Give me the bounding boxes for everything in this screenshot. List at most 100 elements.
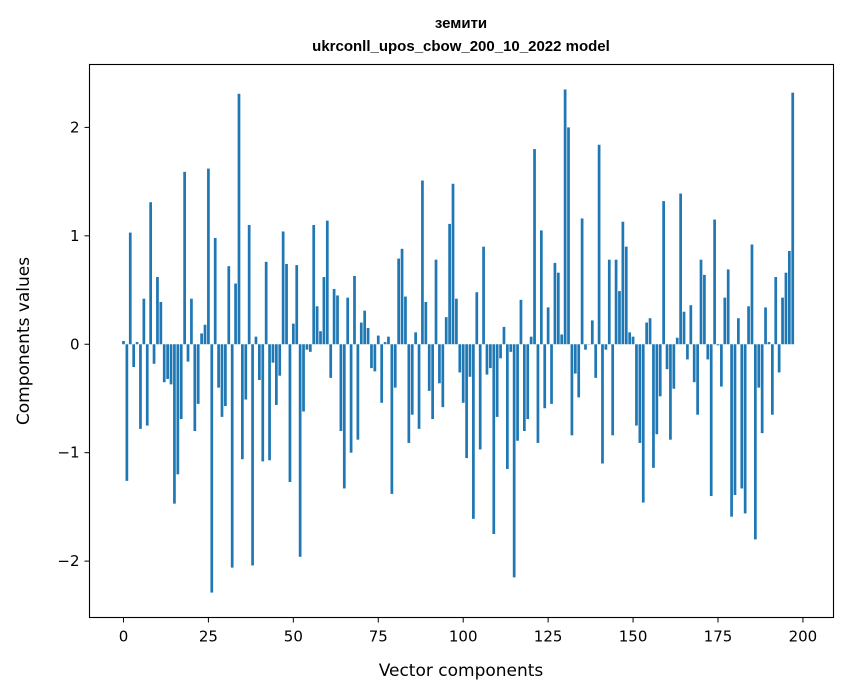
bar-35 bbox=[241, 344, 244, 460]
bar-106 bbox=[482, 246, 485, 345]
bar-127 bbox=[553, 262, 557, 345]
bar-187 bbox=[757, 344, 761, 388]
bar-82 bbox=[400, 248, 404, 345]
bar-90 bbox=[427, 344, 431, 391]
bar-27 bbox=[213, 237, 217, 345]
bar-7 bbox=[145, 344, 149, 426]
bar-74 bbox=[373, 344, 377, 372]
bar-47 bbox=[281, 231, 285, 345]
bar-48 bbox=[285, 264, 288, 345]
bar-51 bbox=[295, 265, 299, 345]
bar-144 bbox=[611, 344, 615, 436]
bar-13 bbox=[166, 344, 169, 379]
bar-182 bbox=[740, 344, 744, 489]
x-axis-label: Vector components bbox=[379, 661, 544, 681]
bar-24 bbox=[203, 324, 207, 345]
bar-129 bbox=[560, 334, 564, 345]
bar-96 bbox=[448, 223, 451, 345]
bar-142 bbox=[604, 344, 608, 350]
bar-110 bbox=[495, 344, 499, 417]
bar-150 bbox=[631, 336, 635, 345]
bar-98 bbox=[455, 298, 458, 345]
bars-group bbox=[122, 89, 795, 593]
bar-191 bbox=[770, 344, 774, 415]
bar-45 bbox=[274, 344, 278, 405]
bar-53 bbox=[302, 344, 305, 412]
bar-119 bbox=[526, 344, 530, 420]
bar-85 bbox=[410, 344, 414, 415]
bar-141 bbox=[601, 344, 604, 464]
bar-132 bbox=[570, 344, 574, 436]
bar-80 bbox=[393, 344, 397, 388]
bar-143 bbox=[607, 259, 611, 345]
bar-117 bbox=[519, 299, 523, 345]
x-tick-label: 150 bbox=[619, 628, 648, 646]
bar-59 bbox=[322, 277, 326, 345]
bar-87 bbox=[417, 344, 421, 429]
bar-18 bbox=[183, 171, 186, 345]
bar-166 bbox=[686, 344, 689, 360]
bar-69 bbox=[356, 344, 360, 440]
bar-41 bbox=[261, 344, 265, 462]
bar-125 bbox=[546, 307, 550, 345]
x-axis-ticks: 0 25 50 75 100 125 150 175 200 bbox=[119, 617, 817, 646]
bar-72 bbox=[366, 327, 370, 345]
bar-92 bbox=[434, 259, 438, 345]
bar-79 bbox=[390, 344, 394, 494]
bar-100 bbox=[461, 344, 465, 403]
bar-196 bbox=[787, 251, 791, 345]
bar-49 bbox=[288, 344, 292, 482]
bar-122 bbox=[536, 344, 540, 443]
bar-93 bbox=[438, 344, 441, 384]
bar-52 bbox=[298, 344, 302, 557]
bar-28 bbox=[217, 344, 220, 388]
bar-104 bbox=[475, 292, 479, 345]
bar-161 bbox=[669, 344, 672, 440]
bar-174 bbox=[713, 219, 716, 345]
bar-62 bbox=[332, 288, 336, 345]
bar-12 bbox=[162, 344, 166, 383]
bar-9 bbox=[152, 344, 156, 364]
bar-130 bbox=[563, 89, 567, 345]
bar-32 bbox=[230, 344, 234, 568]
bar-64 bbox=[339, 344, 343, 431]
bar-102 bbox=[468, 344, 472, 377]
bar-56 bbox=[312, 224, 316, 345]
bar-179 bbox=[730, 344, 733, 517]
bar-94 bbox=[441, 344, 445, 408]
bar-105 bbox=[478, 344, 482, 450]
bar-6 bbox=[142, 298, 146, 345]
bar-180 bbox=[733, 344, 737, 495]
bar-154 bbox=[645, 322, 649, 345]
bar-29 bbox=[220, 344, 224, 417]
bar-188 bbox=[760, 344, 764, 434]
bar-145 bbox=[614, 259, 618, 345]
bar-107 bbox=[485, 344, 489, 375]
bar-40 bbox=[258, 344, 261, 381]
bar-38 bbox=[251, 344, 254, 566]
bar-22 bbox=[196, 344, 200, 404]
bar-21 bbox=[193, 344, 197, 431]
bar-146 bbox=[618, 291, 621, 345]
bar-70 bbox=[359, 322, 363, 345]
bar-158 bbox=[658, 344, 662, 397]
bar-157 bbox=[655, 344, 659, 435]
bar-5 bbox=[139, 344, 142, 429]
bar-95 bbox=[444, 317, 448, 345]
x-tick-label: 50 bbox=[284, 628, 303, 646]
bar-71 bbox=[363, 310, 367, 345]
bar-67 bbox=[349, 344, 353, 453]
bar-43 bbox=[268, 344, 271, 461]
bar-0 bbox=[122, 341, 125, 345]
x-tick-label: 175 bbox=[704, 628, 733, 646]
bar-190 bbox=[767, 342, 771, 345]
bar-131 bbox=[567, 127, 570, 345]
bar-177 bbox=[723, 297, 727, 345]
bar-19 bbox=[186, 344, 190, 362]
bar-147 bbox=[621, 221, 625, 345]
bar-153 bbox=[641, 344, 645, 503]
bar-181 bbox=[737, 318, 740, 345]
bar-97 bbox=[451, 183, 455, 345]
bar-186 bbox=[754, 344, 757, 540]
y-tick-label: 0 bbox=[70, 335, 80, 353]
